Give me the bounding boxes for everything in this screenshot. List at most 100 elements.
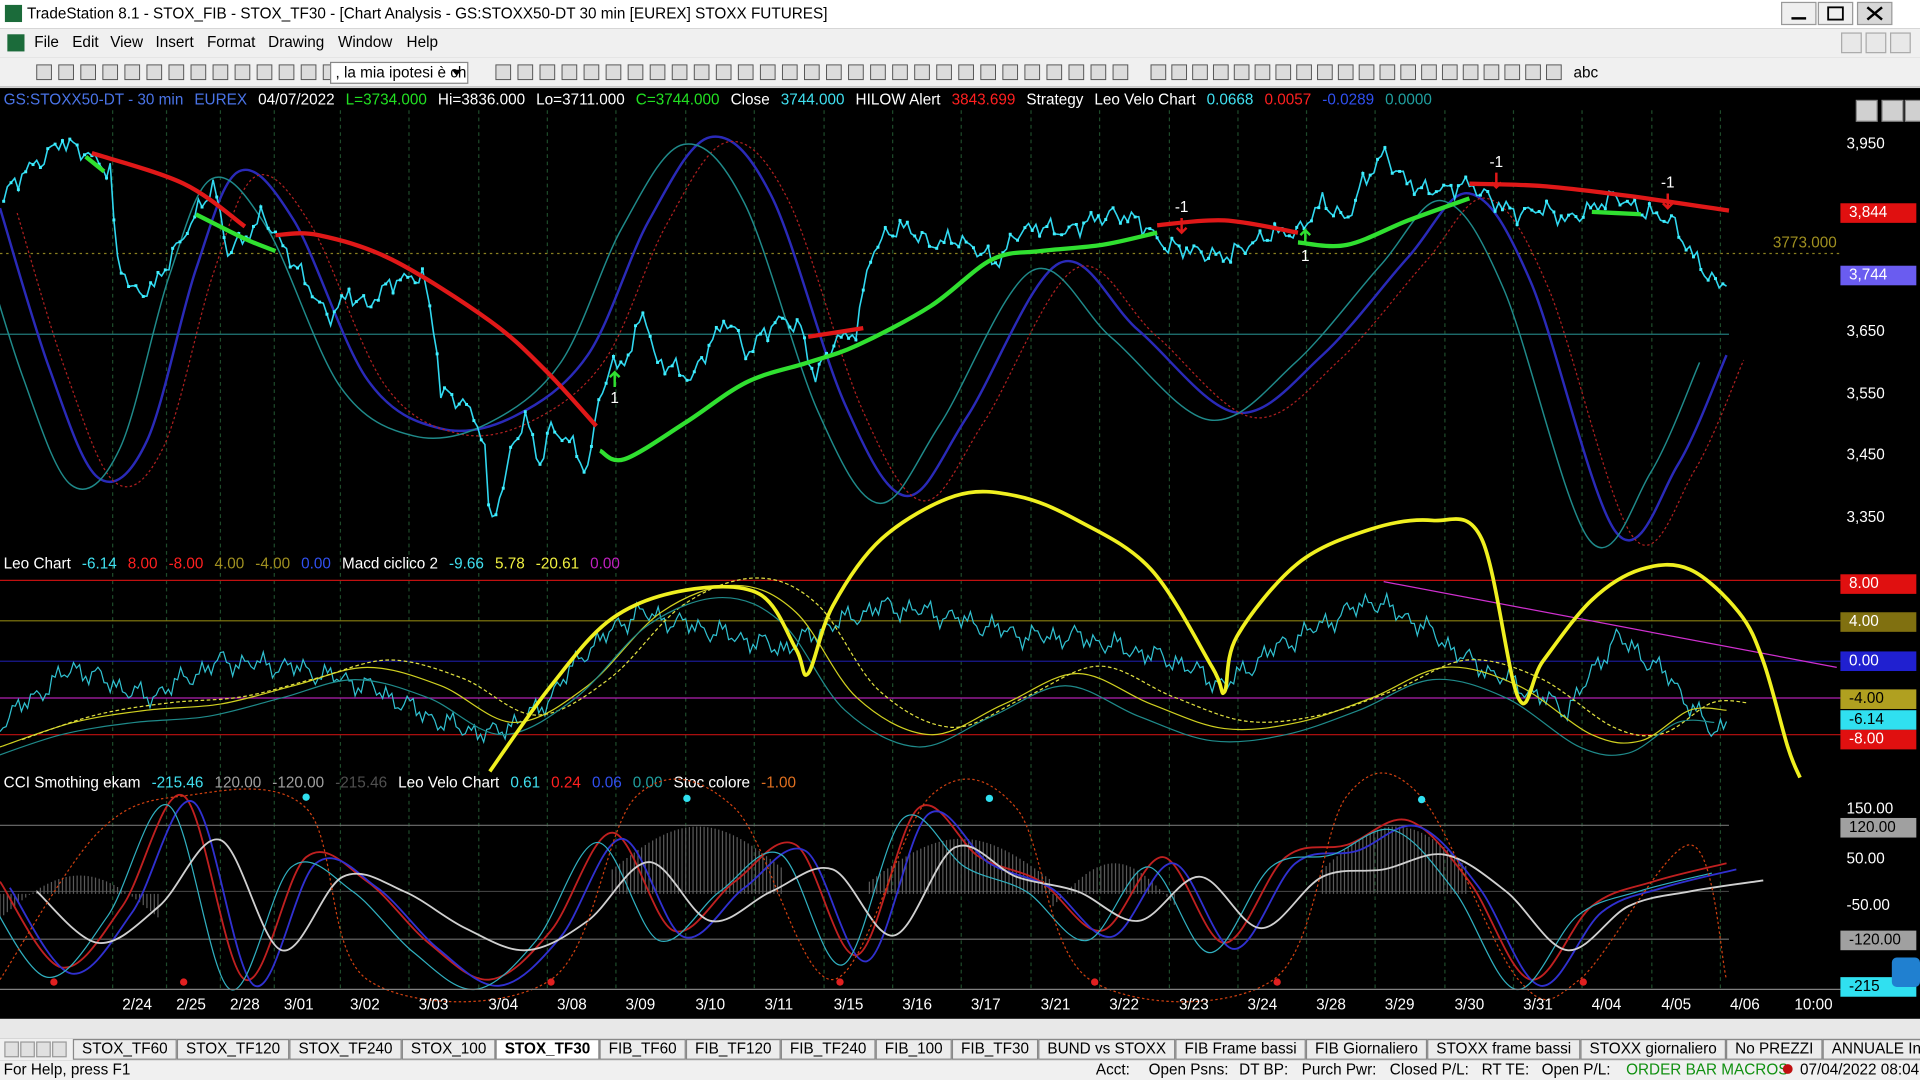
- mdi-restore[interactable]: [1865, 32, 1887, 54]
- toolbar-button[interactable]: [848, 64, 864, 81]
- tab-label[interactable]: STOXX frame bassi: [1436, 1040, 1571, 1057]
- toolbar-button[interactable]: [517, 64, 534, 81]
- toolbar-button[interactable]: [1112, 64, 1129, 81]
- tab-label[interactable]: STOX_TF30: [505, 1040, 591, 1057]
- tab[interactable]: [1580, 1038, 1726, 1060]
- tab-label[interactable]: No PREZZI: [1735, 1040, 1813, 1057]
- tab[interactable]: [780, 1038, 876, 1060]
- mdi-close[interactable]: [1890, 32, 1911, 54]
- tab[interactable]: [1725, 1038, 1823, 1060]
- toolbar-button[interactable]: [212, 64, 229, 81]
- menu-item[interactable]: Drawing: [268, 34, 324, 51]
- tab[interactable]: [875, 1038, 952, 1060]
- tab-scroll-button[interactable]: [4, 1041, 19, 1058]
- tab[interactable]: [1822, 1038, 1920, 1060]
- maximize-button[interactable]: [1817, 1, 1854, 26]
- tab-scroll-button[interactable]: [36, 1041, 51, 1058]
- menu-item[interactable]: File: [34, 34, 59, 51]
- toolbar-button[interactable]: [1504, 64, 1521, 81]
- toolbar-button[interactable]: [1046, 64, 1063, 81]
- toolbar-button[interactable]: [36, 64, 52, 81]
- menu-item[interactable]: Window: [338, 34, 393, 51]
- tab[interactable]: [1427, 1038, 1581, 1060]
- toolbar-button[interactable]: [759, 64, 776, 81]
- tab[interactable]: [176, 1038, 290, 1060]
- toolbar-button[interactable]: [1400, 64, 1416, 81]
- toolbar-button[interactable]: [300, 64, 317, 81]
- tab-scroll-button[interactable]: [52, 1041, 67, 1058]
- toolbar-button[interactable]: [102, 64, 119, 81]
- toolbar-button[interactable]: [737, 64, 754, 81]
- toolbar-button[interactable]: [1002, 64, 1019, 81]
- toolbar-button[interactable]: [190, 64, 207, 81]
- combo-box[interactable]: [330, 61, 469, 84]
- menu-item[interactable]: View: [110, 34, 144, 51]
- tab[interactable]: [401, 1038, 496, 1060]
- tab-label[interactable]: FIB_TF240: [790, 1040, 867, 1057]
- horizontal-scrollbar[interactable]: [0, 1018, 1920, 1039]
- tab-label[interactable]: STOXX giornaliero: [1590, 1040, 1717, 1057]
- toolbar-button[interactable]: [1317, 64, 1333, 81]
- toolbar-button[interactable]: [715, 64, 732, 81]
- toolbar-button[interactable]: [671, 64, 688, 81]
- tab-label[interactable]: FIB_TF60: [609, 1040, 677, 1057]
- tab-label[interactable]: FIB Giornaliero: [1315, 1040, 1418, 1057]
- toolbar-button[interactable]: [1462, 64, 1479, 81]
- tab-label[interactable]: STOX_TF240: [298, 1040, 392, 1057]
- order-bar-button[interactable]: [1891, 957, 1920, 987]
- toolbar-button[interactable]: [1150, 64, 1167, 81]
- toolbar-button[interactable]: [693, 64, 710, 81]
- menu-item[interactable]: Help: [407, 34, 438, 51]
- toolbar-button[interactable]: [1337, 64, 1354, 81]
- toolbar-button[interactable]: [146, 64, 163, 81]
- tab[interactable]: [599, 1038, 686, 1060]
- toolbar-button[interactable]: [1441, 64, 1458, 81]
- toolbar-button[interactable]: [495, 64, 512, 81]
- toolbar-button[interactable]: [1212, 64, 1229, 81]
- tab-label[interactable]: STOX_TF120: [186, 1040, 280, 1057]
- mdi-minimize[interactable]: [1841, 32, 1862, 54]
- toolbar-button[interactable]: [583, 64, 600, 81]
- chart-close[interactable]: [1904, 99, 1920, 122]
- toolbar-button[interactable]: [1483, 64, 1500, 81]
- tab-scroll-button[interactable]: [20, 1041, 35, 1058]
- toolbar-button[interactable]: [539, 64, 556, 81]
- tab-label[interactable]: FIB_100: [885, 1040, 943, 1057]
- tab[interactable]: [495, 1038, 600, 1060]
- toolbar-button[interactable]: [605, 64, 622, 81]
- toolbar-button[interactable]: [892, 64, 908, 81]
- toolbar-button[interactable]: [826, 64, 842, 81]
- toolbar-button[interactable]: [958, 64, 974, 81]
- toolbar-button[interactable]: [649, 64, 666, 81]
- chart-restore[interactable]: [1881, 99, 1904, 122]
- tab-label[interactable]: FIB_TF30: [961, 1040, 1029, 1057]
- menu-item[interactable]: Edit: [72, 34, 99, 51]
- toolbar-button[interactable]: [1090, 64, 1107, 81]
- toolbar-button[interactable]: [870, 64, 886, 81]
- tab[interactable]: [1175, 1038, 1306, 1060]
- tab-label[interactable]: STOX_100: [411, 1040, 486, 1057]
- toolbar-button[interactable]: [1275, 64, 1292, 81]
- text-tool[interactable]: abc: [1573, 65, 1598, 82]
- tab[interactable]: [1038, 1038, 1176, 1060]
- toolbar-button[interactable]: [256, 64, 273, 81]
- toolbar-button[interactable]: [1546, 64, 1562, 81]
- toolbar-button[interactable]: [936, 64, 952, 81]
- toolbar-button[interactable]: [124, 64, 141, 81]
- minimize-button[interactable]: [1781, 1, 1817, 26]
- toolbar-button[interactable]: [168, 64, 185, 81]
- toolbar-button[interactable]: [627, 64, 644, 81]
- toolbar-button[interactable]: [58, 64, 74, 81]
- toolbar-button[interactable]: [561, 64, 578, 81]
- toolbar-button[interactable]: [1358, 64, 1375, 81]
- tab-label[interactable]: ANNUALE Indici: [1832, 1040, 1920, 1057]
- toolbar-button[interactable]: [80, 64, 96, 81]
- toolbar-button[interactable]: [1233, 64, 1250, 81]
- toolbar-button[interactable]: [1171, 64, 1188, 81]
- menu-item[interactable]: Insert: [156, 34, 195, 51]
- toolbar-button[interactable]: [781, 64, 798, 81]
- tab[interactable]: [685, 1038, 781, 1060]
- toolbar-button[interactable]: [234, 64, 251, 81]
- toolbar-button[interactable]: [1024, 64, 1041, 81]
- tab[interactable]: [1305, 1038, 1428, 1060]
